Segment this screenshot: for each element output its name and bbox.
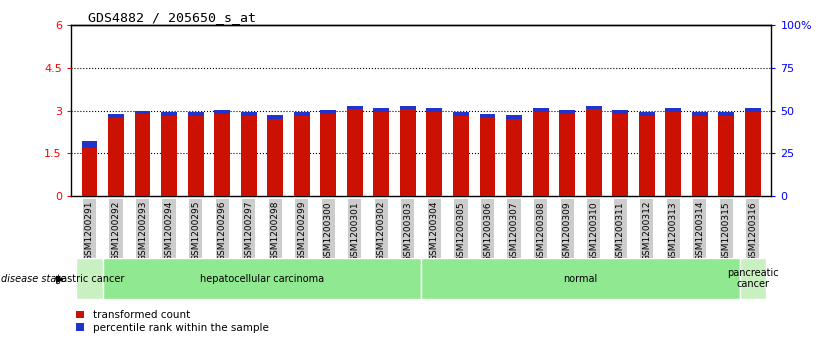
Text: ▶: ▶ xyxy=(56,274,63,284)
Bar xyxy=(612,110,628,114)
Bar xyxy=(745,109,761,112)
Bar xyxy=(188,116,203,196)
Bar xyxy=(718,116,734,196)
Bar xyxy=(320,114,336,196)
Bar xyxy=(76,258,103,299)
Bar xyxy=(559,110,575,114)
Bar xyxy=(374,109,389,112)
Bar xyxy=(559,114,575,196)
Bar xyxy=(108,114,124,118)
Bar xyxy=(241,112,257,116)
Bar xyxy=(426,112,442,196)
Bar xyxy=(745,112,761,196)
Bar xyxy=(188,112,203,116)
Bar xyxy=(108,118,124,196)
Bar xyxy=(214,110,230,114)
Bar xyxy=(82,142,98,148)
Bar xyxy=(421,258,740,299)
Bar xyxy=(666,112,681,196)
Bar xyxy=(453,116,469,196)
Bar xyxy=(480,118,495,196)
Bar xyxy=(241,116,257,196)
Legend: transformed count, percentile rank within the sample: transformed count, percentile rank withi… xyxy=(76,310,269,333)
Text: GDS4882 / 205650_s_at: GDS4882 / 205650_s_at xyxy=(88,11,255,24)
Bar xyxy=(585,109,601,196)
Bar xyxy=(533,109,549,112)
Bar xyxy=(585,106,601,109)
Bar xyxy=(639,112,655,116)
Bar xyxy=(267,115,284,119)
Bar xyxy=(347,109,363,196)
Bar xyxy=(320,110,336,114)
Bar xyxy=(612,114,628,196)
Bar xyxy=(103,258,421,299)
Bar xyxy=(294,116,309,196)
Bar xyxy=(294,112,309,116)
Bar xyxy=(134,114,150,196)
Bar xyxy=(718,112,734,116)
Bar xyxy=(666,109,681,112)
Bar xyxy=(347,106,363,109)
Bar xyxy=(692,112,708,116)
Bar xyxy=(533,112,549,196)
Text: normal: normal xyxy=(563,274,597,284)
Bar xyxy=(134,111,150,114)
Bar xyxy=(506,115,522,119)
Bar xyxy=(374,112,389,196)
Bar xyxy=(480,114,495,118)
Bar xyxy=(82,148,98,196)
Bar xyxy=(400,109,416,196)
Text: disease state: disease state xyxy=(1,274,66,284)
Bar xyxy=(692,116,708,196)
Text: hepatocellular carcinoma: hepatocellular carcinoma xyxy=(200,274,324,284)
Bar xyxy=(214,114,230,196)
Bar xyxy=(161,116,177,196)
Bar xyxy=(740,258,766,299)
Bar xyxy=(639,116,655,196)
Text: gastric cancer: gastric cancer xyxy=(55,274,124,284)
Bar xyxy=(426,109,442,112)
Bar xyxy=(400,106,416,109)
Text: pancreatic
cancer: pancreatic cancer xyxy=(727,268,779,289)
Bar xyxy=(506,119,522,196)
Bar xyxy=(161,112,177,116)
Bar xyxy=(453,112,469,116)
Bar xyxy=(267,119,284,196)
